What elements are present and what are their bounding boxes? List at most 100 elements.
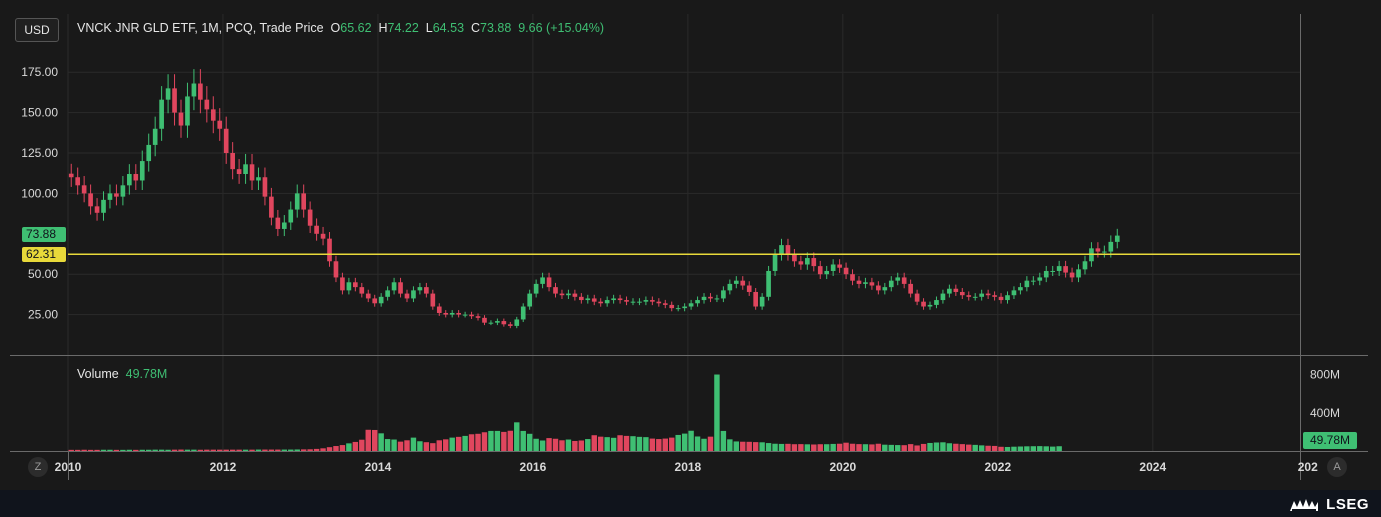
candle-body xyxy=(1114,235,1120,242)
volume-bar xyxy=(359,439,365,451)
candle-body xyxy=(152,128,158,145)
candle-body xyxy=(1108,241,1114,252)
candle-body xyxy=(204,99,210,110)
candle-body xyxy=(779,245,784,255)
volume-bar xyxy=(681,433,688,451)
candle-body xyxy=(294,193,300,210)
volume-bar xyxy=(546,438,552,451)
candle-body xyxy=(843,267,849,275)
volume-bar xyxy=(320,448,326,451)
volume-value: 49.78M xyxy=(125,367,168,381)
volume-bar xyxy=(559,440,565,451)
candle-body xyxy=(895,277,901,281)
volume-bar xyxy=(617,435,623,451)
candle-body xyxy=(921,301,926,307)
candle-body xyxy=(462,314,468,316)
candle-body xyxy=(579,296,584,301)
volume-bar xyxy=(423,442,430,451)
volume-bar xyxy=(294,449,300,451)
candle-body xyxy=(385,290,390,297)
brand-name: LSEG xyxy=(1326,496,1369,513)
candle-body xyxy=(159,99,164,129)
candle-body xyxy=(68,173,74,178)
candle-body xyxy=(1082,261,1088,270)
volume-bar xyxy=(791,444,798,451)
candle-body xyxy=(811,258,817,267)
volume-bar xyxy=(946,443,953,451)
candle-body xyxy=(901,277,907,284)
candle-body xyxy=(947,288,952,294)
candle-body xyxy=(746,285,752,292)
volume-bar xyxy=(785,443,791,451)
candle-body xyxy=(178,112,184,126)
volume-bar xyxy=(623,435,630,451)
volume-bar xyxy=(798,444,804,451)
candle-body xyxy=(604,300,610,304)
volume-bar xyxy=(191,449,197,451)
candle-body xyxy=(507,324,513,326)
candle-body xyxy=(307,209,313,226)
volume-bar xyxy=(468,434,475,451)
volume-bar xyxy=(113,449,120,451)
volume-bar xyxy=(107,449,113,451)
candle-body xyxy=(114,193,119,197)
candle-body xyxy=(346,282,352,291)
volume-bar xyxy=(87,449,94,451)
volume-bar xyxy=(953,443,959,451)
volume-bar xyxy=(158,449,165,451)
candle-body xyxy=(1063,266,1068,273)
candle-body xyxy=(675,308,681,310)
candle-body xyxy=(598,301,604,304)
volume-bar xyxy=(572,440,578,451)
candle-body xyxy=(876,285,881,291)
low-value: 64.53 xyxy=(432,21,465,35)
volume-bar xyxy=(481,432,488,451)
volume-bar xyxy=(1017,446,1024,451)
volume-bar xyxy=(836,443,843,451)
currency-button[interactable]: USD xyxy=(15,18,59,42)
volume-bar xyxy=(94,449,100,451)
candle-body xyxy=(301,193,307,210)
price-axis: 175.00 150.00 125.00 100.00 50.00 25.00 xyxy=(21,65,58,321)
volume-bar xyxy=(462,435,468,451)
candle-body xyxy=(424,287,429,294)
candle-body xyxy=(320,233,326,239)
candle-body xyxy=(805,258,810,265)
volume-bar xyxy=(236,449,242,451)
candle-body xyxy=(721,290,726,299)
candle-body xyxy=(1024,280,1030,288)
candle-body xyxy=(430,293,436,307)
high-value: 74.22 xyxy=(387,21,419,35)
candle-body xyxy=(1011,290,1017,296)
candle-body xyxy=(514,319,520,326)
candle-body xyxy=(1095,248,1101,252)
volume-bar xyxy=(630,436,636,451)
volume-bar xyxy=(823,444,830,451)
volume-bar xyxy=(856,444,862,451)
volume-bar xyxy=(585,439,591,451)
candle-body xyxy=(959,291,965,296)
volume-bar xyxy=(300,449,307,451)
volume-bar xyxy=(701,438,707,451)
volume-bar xyxy=(966,444,972,451)
auto-scale-button[interactable]: A xyxy=(1327,457,1347,477)
volume-label: Volume xyxy=(77,367,119,381)
volume-bar xyxy=(1011,446,1017,451)
volume-bar xyxy=(804,444,811,451)
volume-bar xyxy=(740,441,746,451)
candle-body xyxy=(585,298,591,301)
volume-bar xyxy=(597,436,604,451)
volume-bar xyxy=(417,441,423,451)
candle-body xyxy=(230,153,235,170)
candle-body xyxy=(650,300,655,302)
open-value: 65.62 xyxy=(340,21,372,35)
volume-bar xyxy=(578,440,585,451)
candle-body xyxy=(953,288,959,292)
volume-bar xyxy=(688,430,694,451)
zoom-button[interactable]: Z xyxy=(28,457,48,477)
candle-body xyxy=(637,301,642,303)
volume-bar xyxy=(714,374,720,451)
volume-bar xyxy=(662,438,668,451)
volume-bar xyxy=(100,449,107,451)
volume-bar xyxy=(604,437,610,451)
